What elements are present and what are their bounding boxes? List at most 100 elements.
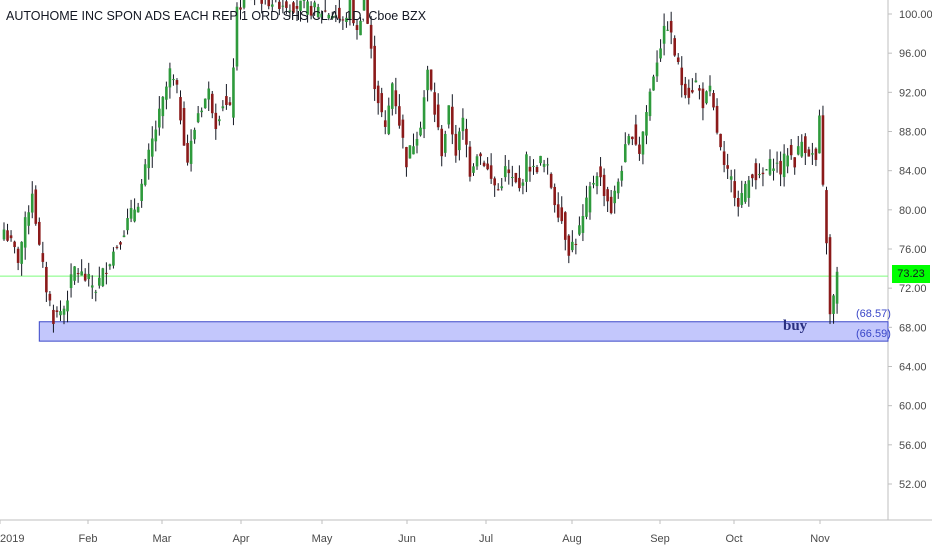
y-tick-label: 80.00 — [899, 205, 927, 217]
candle-body — [30, 193, 34, 213]
candle-body — [62, 308, 66, 315]
candle-body — [69, 274, 73, 289]
candle-body — [511, 176, 514, 178]
candle-body — [436, 104, 440, 128]
candle-body — [507, 169, 511, 174]
candle-body — [503, 166, 507, 178]
candle-body — [398, 106, 401, 126]
candle-body — [698, 88, 701, 91]
buy-zone-label: buy — [783, 318, 808, 334]
candle-body — [532, 165, 535, 167]
candle-body — [207, 88, 211, 100]
candle-body — [179, 97, 182, 121]
candle-body — [726, 165, 729, 169]
candle-body — [807, 149, 811, 157]
y-tick-label: 88.00 — [899, 127, 927, 139]
candle-body — [267, 0, 271, 7]
chart-title: AUTOHOME INC SPON ADS EACH REP 1 ORD SHS… — [6, 9, 427, 23]
candle-body — [6, 230, 9, 241]
candle-body — [327, 14, 331, 19]
candle-body — [736, 198, 740, 207]
candle-body — [592, 182, 595, 185]
candle-body — [528, 166, 532, 172]
candle-body — [285, 1, 288, 8]
candle-body — [2, 229, 6, 240]
candle-body — [652, 76, 655, 91]
last-price-tag: 73.23 — [892, 265, 930, 283]
candle-body — [521, 182, 525, 186]
candle-body — [472, 166, 475, 173]
candle-body — [814, 148, 818, 160]
candle-body — [662, 25, 666, 44]
candle-body — [683, 83, 687, 96]
candle-body — [115, 246, 119, 248]
candle-body — [341, 19, 345, 21]
y-tick-label: 56.00 — [899, 440, 927, 452]
candle-body — [105, 272, 108, 274]
chart-axes — [0, 0, 932, 521]
candle-body — [719, 133, 722, 148]
candle-body — [542, 163, 546, 167]
candle-body — [126, 218, 129, 231]
candle-body — [119, 242, 122, 245]
candle-body — [828, 237, 832, 315]
candle-body — [391, 83, 394, 109]
x-tick-label: May — [312, 533, 333, 545]
candle-body — [514, 172, 518, 183]
candle-body — [729, 176, 733, 180]
candle-body — [793, 157, 797, 168]
zone-low-label: (66.59) — [856, 328, 891, 340]
candle-body — [90, 285, 94, 288]
y-tick-label: 100.00 — [899, 9, 932, 21]
candle-body — [581, 215, 585, 233]
candle-body — [189, 140, 193, 164]
candle-body — [818, 115, 821, 154]
candle-body — [475, 156, 479, 167]
candle-body — [426, 69, 429, 91]
candle-body — [221, 106, 225, 109]
candle-body — [645, 112, 648, 136]
candle-body — [203, 98, 207, 109]
candle-body — [609, 196, 613, 214]
candle-body — [722, 151, 726, 165]
candle-body — [383, 120, 387, 127]
candle-body — [648, 91, 652, 117]
candle-body — [705, 91, 708, 104]
candle-body — [585, 197, 588, 217]
candle-body — [775, 162, 779, 164]
candle-body — [796, 146, 800, 155]
candle-body — [313, 2, 316, 8]
candle-body — [496, 189, 500, 191]
candle-body — [613, 190, 616, 204]
candle-body — [479, 153, 482, 157]
candle-body — [373, 45, 376, 90]
candle-body — [52, 309, 55, 324]
candle-body — [595, 176, 599, 187]
candle-body — [66, 300, 69, 312]
candle-body — [429, 69, 433, 90]
candle-body — [122, 235, 126, 238]
y-tick-label: 68.00 — [899, 322, 927, 334]
candle-body — [348, 0, 352, 21]
candle-body — [225, 96, 228, 106]
candle-body — [41, 253, 45, 262]
candle-body — [239, 7, 242, 10]
candle-body — [13, 241, 16, 248]
candle-body — [401, 119, 405, 138]
candle-body — [687, 87, 691, 98]
candle-body — [694, 80, 698, 83]
candle-body — [631, 136, 634, 140]
x-tick-label: 2019 — [0, 533, 24, 545]
candle-body — [669, 20, 673, 33]
candle-body — [518, 177, 521, 189]
candle-body — [680, 67, 684, 86]
candle-body — [708, 85, 712, 92]
candle-body — [408, 145, 412, 159]
candle-body — [493, 178, 496, 186]
candle-body — [715, 105, 719, 133]
x-tick-label: Feb — [79, 533, 98, 545]
candle-body — [80, 271, 83, 276]
candle-body — [482, 162, 486, 166]
candle-body — [154, 129, 158, 142]
